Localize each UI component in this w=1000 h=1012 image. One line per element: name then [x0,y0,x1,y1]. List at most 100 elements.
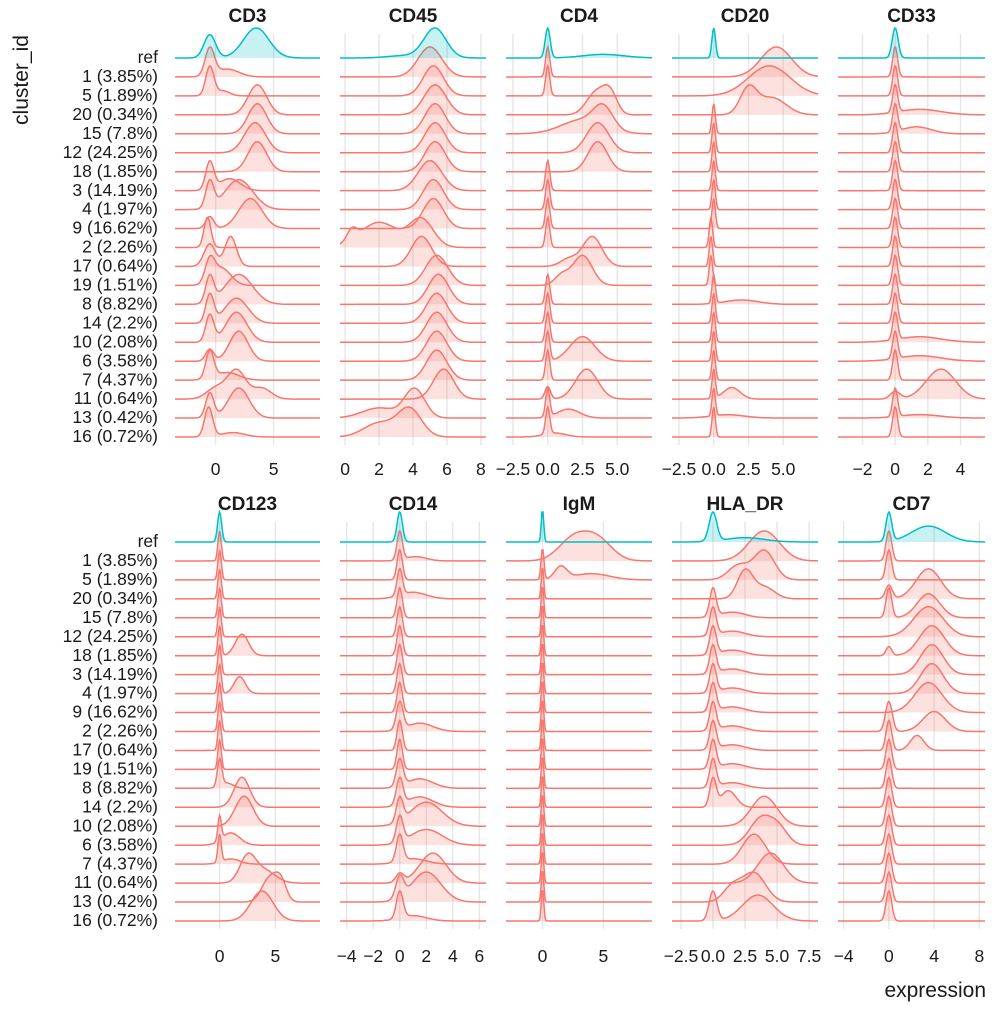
ref-density-area [506,28,652,58]
cluster-density-area [838,407,985,437]
cluster-density-area [340,568,486,599]
cluster-density-line [672,179,818,211]
row-label: 10 (2.08%) [72,331,158,351]
cluster-density-line [175,549,320,581]
cluster-density-line [506,103,652,135]
row-label: 2 (2.26%) [82,721,158,741]
cluster-density-line [506,738,652,771]
cluster-density-area [175,103,320,134]
cluster-density-area [506,701,652,732]
facet-title: CD4 [560,6,598,27]
cluster-density-line [506,63,652,97]
row-label: 15 (7.8%) [82,123,158,143]
cluster-density-line [672,719,818,752]
cluster-density-line [672,198,818,230]
x-tick-label: 0 [395,946,405,966]
cluster-density-area [506,255,652,286]
cluster-density-area [838,758,985,789]
cluster-density-line [175,530,320,562]
cluster-density-area [672,531,818,561]
row-label: ref [138,47,159,67]
cluster-density-line [838,662,985,695]
cluster-density-area [506,587,652,618]
cluster-density-area [175,141,320,172]
cluster-density-line [506,235,652,268]
cluster-density-line [506,681,652,714]
cluster-density-line [175,833,320,865]
row-label: 19 (1.51%) [72,759,158,779]
cluster-density-line [838,813,985,846]
cluster-density-line [340,643,486,676]
cluster-density-line [340,140,486,173]
ref-density-area [175,512,320,542]
ref-density-area [340,28,486,58]
cluster-density-line [340,586,486,619]
cluster-density-area [672,255,818,286]
cluster-density-line [340,530,486,562]
row-label: 2 (2.26%) [82,237,158,257]
cluster-density-area [340,682,486,713]
cluster-density-line [506,719,652,752]
cluster-density-line [340,330,486,362]
row-label: 10 (2.08%) [72,815,158,835]
row-label: 8 (8.82%) [82,777,158,797]
cluster-density-line [672,368,818,400]
cluster-density-line [175,140,320,173]
facet-title: CD33 [887,6,936,27]
cluster-density-line [838,568,985,600]
cluster-density-area [175,701,320,732]
cluster-density-line [672,549,818,581]
cluster-density-line [340,605,486,638]
cluster-density-area [672,777,818,808]
cluster-density-line [838,121,985,154]
cluster-density-line [672,530,818,562]
cluster-density-line [340,681,486,714]
panel-hla_dr: −2.5 0.0 2.5 5.0 7.5 HLA_DR [664,494,822,966]
cluster-density-line [175,663,320,695]
cluster-density-area [506,644,652,675]
cluster-density-line [175,273,320,306]
cluster-density-area [175,255,320,286]
cluster-density-area [340,853,486,884]
cluster-density-line [672,643,818,676]
cluster-density-area [672,872,818,903]
cluster-density-line [672,586,818,619]
cluster-density-line [672,871,818,903]
x-tick-label: 0.0 [702,459,727,479]
ref-density-line [506,511,652,543]
cluster-density-line [340,662,486,695]
cluster-density-area [340,758,486,789]
y-axis-title: cluster_id [10,35,33,125]
cluster-density-area [506,293,652,324]
cluster-density-area [340,350,486,381]
row-label: 14 (2.2%) [82,312,158,332]
cluster-density-area [838,587,985,618]
cluster-density-area [340,388,486,419]
x-tick-label: 5.0 [771,459,796,479]
cluster-density-line [175,64,320,97]
row-label: 16 (0.72%) [72,910,158,930]
facet-title: CD20 [721,6,770,27]
cluster-density-area [340,606,486,637]
row-label: 3 (14.19%) [72,664,158,684]
cluster-density-line [175,122,320,154]
cluster-density-line [838,643,985,676]
cluster-density-line [175,311,320,343]
cluster-density-line [506,84,652,116]
cluster-density-area [340,663,486,694]
cluster-density-line [506,385,652,419]
cluster-density-line [672,46,819,78]
row-label: 18 (1.85%) [72,645,158,665]
cluster-density-area [175,350,320,381]
x-axis-title: expression [884,979,986,1002]
facet-title: CD14 [389,494,438,515]
cluster-density-area [175,891,320,921]
cluster-density-area [506,160,652,191]
row-label: 12 (24.25%) [63,142,158,162]
panel-cd14: −4 −2 0 2 4 6 CD14 [337,494,486,966]
cluster-density-area [506,872,652,903]
row-label: 8 (8.82%) [82,293,158,313]
x-tick-label: −4 [337,946,357,966]
cluster-density-area [506,65,652,96]
